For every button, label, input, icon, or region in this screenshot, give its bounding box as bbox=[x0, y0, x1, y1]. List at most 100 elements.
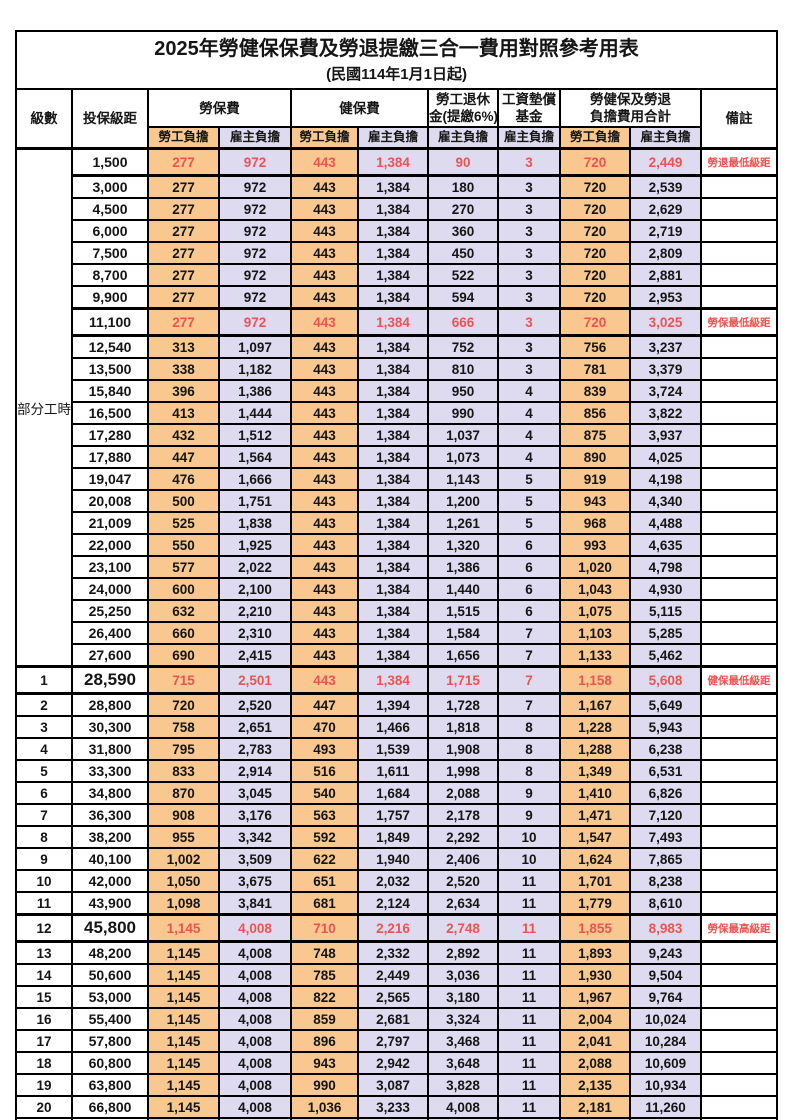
level-cell: 17 bbox=[15, 1029, 73, 1053]
labor-employer-cell: 3,509 bbox=[218, 847, 292, 871]
labor-employee-cell: 476 bbox=[147, 467, 220, 491]
total-employee-cell: 856 bbox=[559, 401, 631, 425]
total-employee-cell: 1,624 bbox=[559, 847, 631, 871]
subheader-total-employer: 雇主負擔 bbox=[629, 126, 702, 150]
health-employee-cell: 681 bbox=[290, 891, 359, 916]
labor-employee-cell: 313 bbox=[147, 334, 220, 359]
note-cell: 勞保最低級距 bbox=[699, 307, 779, 337]
col-header-pension: 勞工退休 金(提繳6%) bbox=[427, 88, 499, 128]
labor-employee-cell: 413 bbox=[147, 401, 220, 425]
table-row: 1 28,590 715 2,501 443 1,384 1,715 7 1,158 5,608 健… bbox=[15, 665, 779, 695]
total-employer-cell: 11,260 bbox=[629, 1095, 702, 1119]
level-group-part-time: 部分工時 bbox=[15, 147, 73, 668]
pension-employer-cell: 1,386 bbox=[427, 555, 499, 579]
table-row: 8 38,200 955 3,342 592 1,849 2,292 10 1,547 7,493 bbox=[15, 825, 779, 849]
bracket-cell: 48,200 bbox=[71, 940, 149, 965]
labor-employee-cell: 1,098 bbox=[147, 891, 220, 916]
note-cell bbox=[699, 445, 779, 469]
labor-employer-cell: 972 bbox=[218, 197, 292, 221]
labor-employee-cell: 1,145 bbox=[147, 963, 220, 987]
labor-employer-cell: 4,008 bbox=[218, 1007, 292, 1031]
health-employer-cell: 3,087 bbox=[357, 1073, 429, 1097]
labor-employer-cell: 1,925 bbox=[218, 533, 292, 557]
table-row: 19 63,800 1,145 4,008 990 3,087 3,828 11 2,135 10… bbox=[15, 1073, 779, 1097]
bracket-cell: 34,800 bbox=[71, 781, 149, 805]
labor-employee-cell: 277 bbox=[147, 174, 220, 199]
labor-employer-cell: 4,008 bbox=[218, 1073, 292, 1097]
note-cell bbox=[699, 577, 779, 601]
health-employee-cell: 493 bbox=[290, 737, 359, 761]
total-employee-cell: 1,167 bbox=[559, 692, 631, 717]
table-row: 24,000 600 2,100 443 1,384 1,440 6 1,043 4,930 bbox=[16, 577, 779, 601]
labor-employee-cell: 833 bbox=[147, 759, 220, 783]
pension-employer-cell: 990 bbox=[427, 401, 499, 425]
total-employer-cell: 4,025 bbox=[629, 445, 702, 469]
total-employee-cell: 2,004 bbox=[559, 1007, 631, 1031]
total-employee-cell: 1,701 bbox=[559, 869, 631, 893]
labor-employer-cell: 2,310 bbox=[218, 621, 292, 645]
health-employer-cell: 1,384 bbox=[357, 445, 429, 469]
pension-employer-cell: 1,656 bbox=[427, 643, 499, 668]
labor-employee-cell: 1,145 bbox=[147, 985, 220, 1009]
labor-employee-cell: 632 bbox=[147, 599, 220, 623]
bracket-cell: 69,800 bbox=[71, 1117, 149, 1120]
note-cell bbox=[699, 963, 779, 987]
table-row: 部分工時 1,500 277 972 443 1,384 90 3 720 2,449 勞退最低級距 bbox=[15, 147, 779, 668]
total-employee-cell: 2,088 bbox=[559, 1051, 631, 1075]
table-row: 19,047 476 1,666 443 1,384 1,143 5 919 4,198 bbox=[16, 467, 779, 491]
pension-employer-cell: 3,180 bbox=[427, 985, 499, 1009]
table-row: 16,500 413 1,444 443 1,384 990 4 856 3,822 bbox=[16, 401, 779, 425]
table-row: 17 57,800 1,145 4,008 896 2,797 3,468 11 2,041 10… bbox=[15, 1029, 779, 1053]
total-employee-cell: 1,043 bbox=[559, 577, 631, 601]
total-employee-cell: 756 bbox=[559, 334, 631, 359]
title-row: 2025年勞健保保費及勞退提繳三合一費用對照參考用表 (民國114年1月1日起) bbox=[14, 30, 779, 90]
total-employee-cell: 1,288 bbox=[559, 737, 631, 761]
total-employer-cell: 8,238 bbox=[629, 869, 702, 893]
bracket-cell: 27,600 bbox=[71, 643, 149, 668]
total-employee-cell: 1,103 bbox=[559, 621, 631, 645]
pension-employer-cell: 180 bbox=[427, 174, 499, 199]
total-employer-cell: 4,635 bbox=[629, 533, 702, 557]
table-row: 12,540 313 1,097 443 1,384 752 3 756 3,237 bbox=[16, 334, 779, 359]
labor-employer-cell: 972 bbox=[218, 307, 292, 337]
total-employer-cell: 3,379 bbox=[629, 357, 702, 381]
total-employer-cell: 7,120 bbox=[629, 803, 702, 827]
labor-employee-cell: 1,002 bbox=[147, 847, 220, 871]
bracket-cell: 42,000 bbox=[71, 869, 149, 893]
table-row: 26,400 660 2,310 443 1,384 1,584 7 1,103 5,285 bbox=[16, 621, 779, 645]
table-row: 17,280 432 1,512 443 1,384 1,037 4 875 3,937 bbox=[16, 423, 779, 447]
bracket-cell: 17,280 bbox=[71, 423, 149, 447]
bracket-cell: 20,008 bbox=[71, 489, 149, 513]
note-cell bbox=[699, 715, 779, 739]
labor-employee-cell: 600 bbox=[147, 577, 220, 601]
total-employer-cell: 4,198 bbox=[629, 467, 702, 491]
pension-employer-cell: 752 bbox=[427, 334, 499, 359]
labor-employee-cell: 1,145 bbox=[147, 1117, 220, 1120]
table-row: 15 53,000 1,145 4,008 822 2,565 3,180 11 1,967 9,… bbox=[15, 985, 779, 1009]
labor-employer-cell: 972 bbox=[218, 147, 292, 177]
total-employer-cell: 5,608 bbox=[629, 665, 702, 695]
total-employer-cell: 5,462 bbox=[629, 643, 702, 668]
note-cell bbox=[699, 985, 779, 1009]
table-row: 13 48,200 1,145 4,008 748 2,332 2,892 11 1,893 9,… bbox=[15, 940, 779, 965]
subheader-total-employee: 勞工負擔 bbox=[559, 126, 631, 150]
wage-fund-employer-cell: 10 bbox=[497, 847, 561, 871]
health-employer-cell: 2,797 bbox=[357, 1029, 429, 1053]
bracket-cell: 1,500 bbox=[71, 147, 149, 177]
table-row: 4,500 277 972 443 1,384 270 3 720 2,629 bbox=[16, 197, 779, 221]
health-employer-cell: 1,684 bbox=[357, 781, 429, 805]
total-employer-cell: 4,488 bbox=[629, 511, 702, 535]
bracket-cell: 25,250 bbox=[71, 599, 149, 623]
group-header-row: 級數 投保級距 勞保費 健保費 勞工退休 金(提繳6%) 工資墊償 基金 勞健保… bbox=[15, 88, 779, 150]
labor-employee-cell: 277 bbox=[147, 285, 220, 310]
labor-employee-cell: 338 bbox=[147, 357, 220, 381]
health-employee-cell: 896 bbox=[290, 1029, 359, 1053]
total-employee-cell: 720 bbox=[559, 147, 631, 177]
level-cell: 20 bbox=[15, 1095, 73, 1119]
total-employer-cell: 9,243 bbox=[629, 940, 702, 965]
level-cell: 2 bbox=[15, 692, 73, 717]
labor-employee-cell: 1,050 bbox=[147, 869, 220, 893]
table-row: 14 50,600 1,145 4,008 785 2,449 3,036 11 1,930 9,… bbox=[15, 963, 779, 987]
health-employer-cell: 2,332 bbox=[357, 940, 429, 965]
pension-employer-cell: 3,648 bbox=[427, 1051, 499, 1075]
